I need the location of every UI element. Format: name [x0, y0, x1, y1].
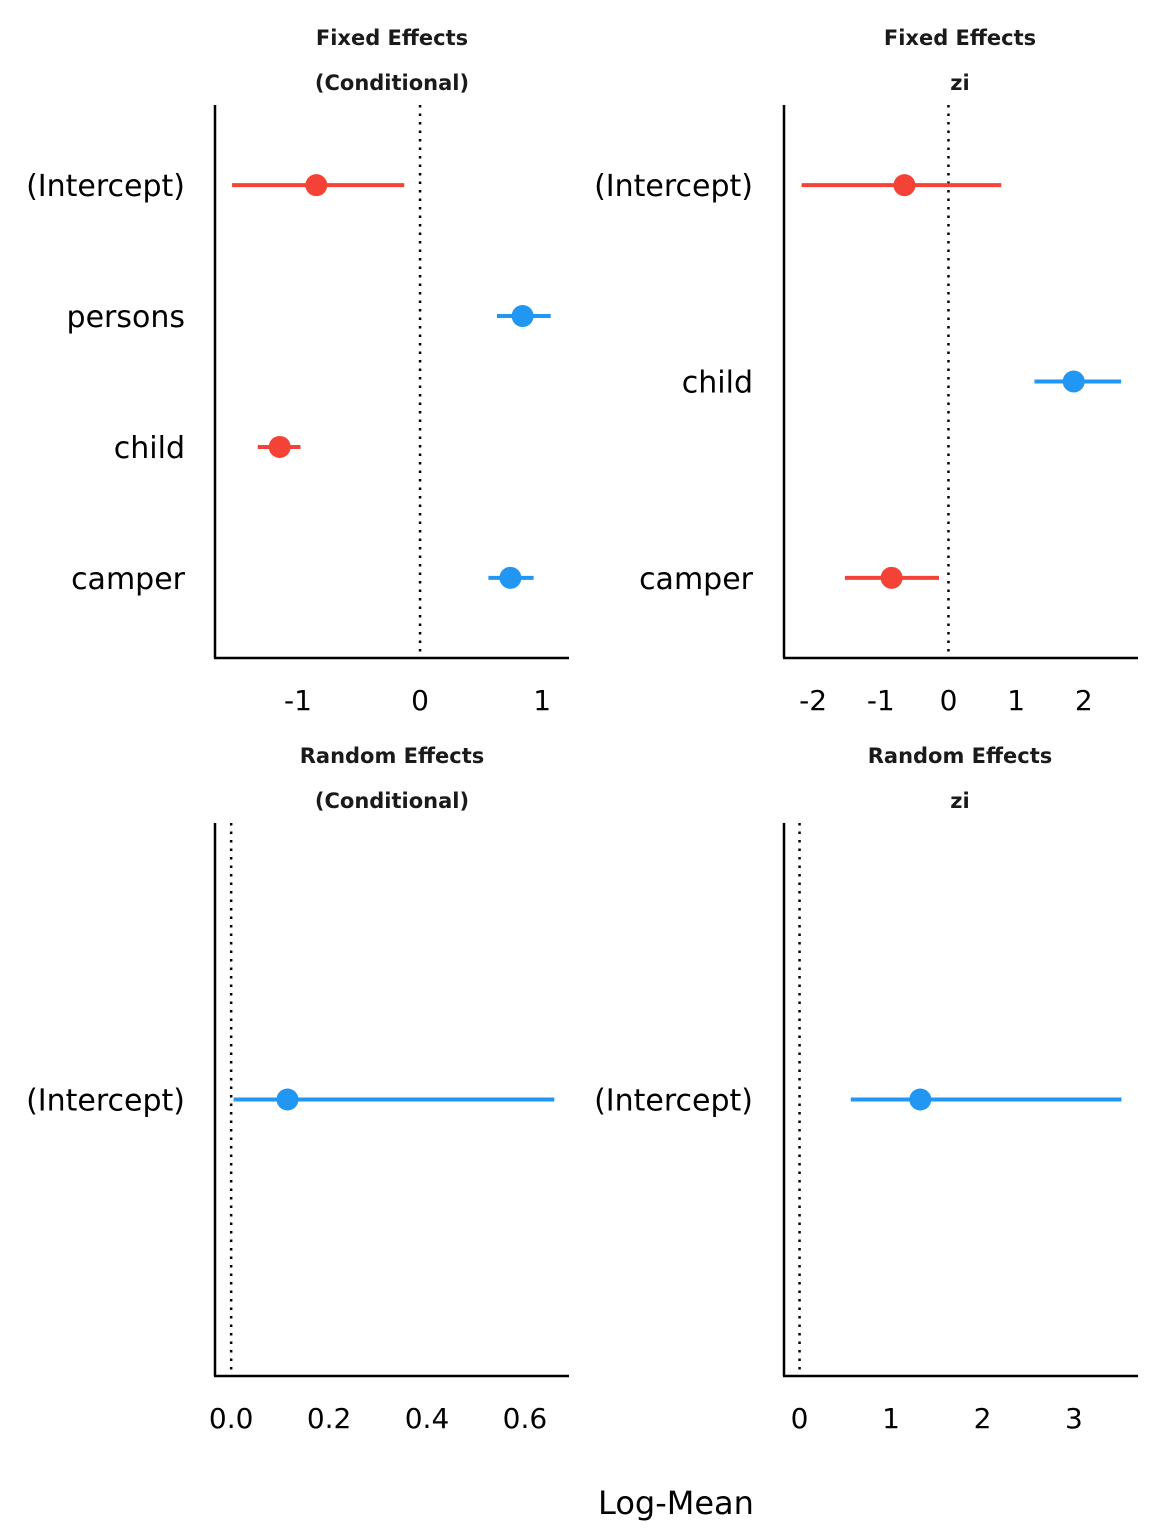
estimate-point — [268, 435, 291, 458]
x-tick-label: 1 — [533, 684, 551, 717]
x-tick-label: 1 — [882, 1402, 900, 1435]
x-tick-label: 0.4 — [405, 1402, 450, 1435]
panel-title-line1: Random Effects — [300, 744, 485, 768]
x-tick-label: -1 — [867, 684, 895, 717]
term-label: camper — [639, 562, 754, 597]
estimate-point — [499, 566, 522, 589]
term-label: child — [682, 366, 753, 401]
x-tick-label: 3 — [1065, 1402, 1083, 1435]
term-label: child — [114, 431, 185, 466]
estimate-point — [880, 566, 903, 589]
x-axis-label: Log-Mean — [598, 1484, 754, 1522]
x-tick-label: -1 — [284, 684, 312, 717]
x-tick-label: 0 — [940, 684, 958, 717]
panel-title-line2: (Conditional) — [315, 71, 469, 95]
term-label: (Intercept) — [594, 169, 753, 204]
term-label: persons — [67, 300, 185, 335]
panels-group: Fixed Effects (Conditional) -1 0 1 (Intercept… — [26, 26, 1138, 1435]
x-tick-label: 2 — [1075, 684, 1093, 717]
panel-title-line2: zi — [950, 789, 969, 813]
panel-title-line2: zi — [950, 71, 969, 95]
estimate-point — [909, 1088, 932, 1111]
term-label: (Intercept) — [26, 169, 185, 204]
panel-title-line1: Fixed Effects — [316, 26, 468, 50]
estimate-point — [1062, 370, 1085, 393]
x-tick-label: -2 — [799, 684, 827, 717]
panel-title-line1: Fixed Effects — [884, 26, 1036, 50]
x-tick-label: 0 — [411, 684, 429, 717]
panel-2: Fixed Effects zi -2 -1 0 1 2 (Intercept) child ca… — [594, 26, 1138, 717]
panel-title-line2: (Conditional) — [315, 789, 469, 813]
estimate-point — [305, 174, 328, 197]
panel-3: Random Effects (Conditional) 0.0 0.2 0.4 0.6 (… — [26, 744, 569, 1435]
term-label: (Intercept) — [26, 1084, 185, 1119]
estimate-point — [893, 174, 916, 197]
x-tick-label: 1 — [1007, 684, 1025, 717]
panel-title-line1: Random Effects — [868, 744, 1053, 768]
term-label: (Intercept) — [594, 1084, 753, 1119]
x-tick-label: 0.6 — [503, 1402, 548, 1435]
x-tick-label: 0 — [791, 1402, 809, 1435]
panel-4: Random Effects zi 0 1 2 3 (Intercept) — [594, 744, 1138, 1435]
x-tick-label: 2 — [974, 1402, 992, 1435]
panel-1: Fixed Effects (Conditional) -1 0 1 (Intercept… — [26, 26, 569, 717]
estimate-point — [276, 1088, 299, 1111]
x-tick-label: 0.0 — [209, 1402, 254, 1435]
estimate-point — [511, 305, 534, 328]
x-tick-label: 0.2 — [307, 1402, 352, 1435]
term-label: camper — [71, 562, 186, 597]
